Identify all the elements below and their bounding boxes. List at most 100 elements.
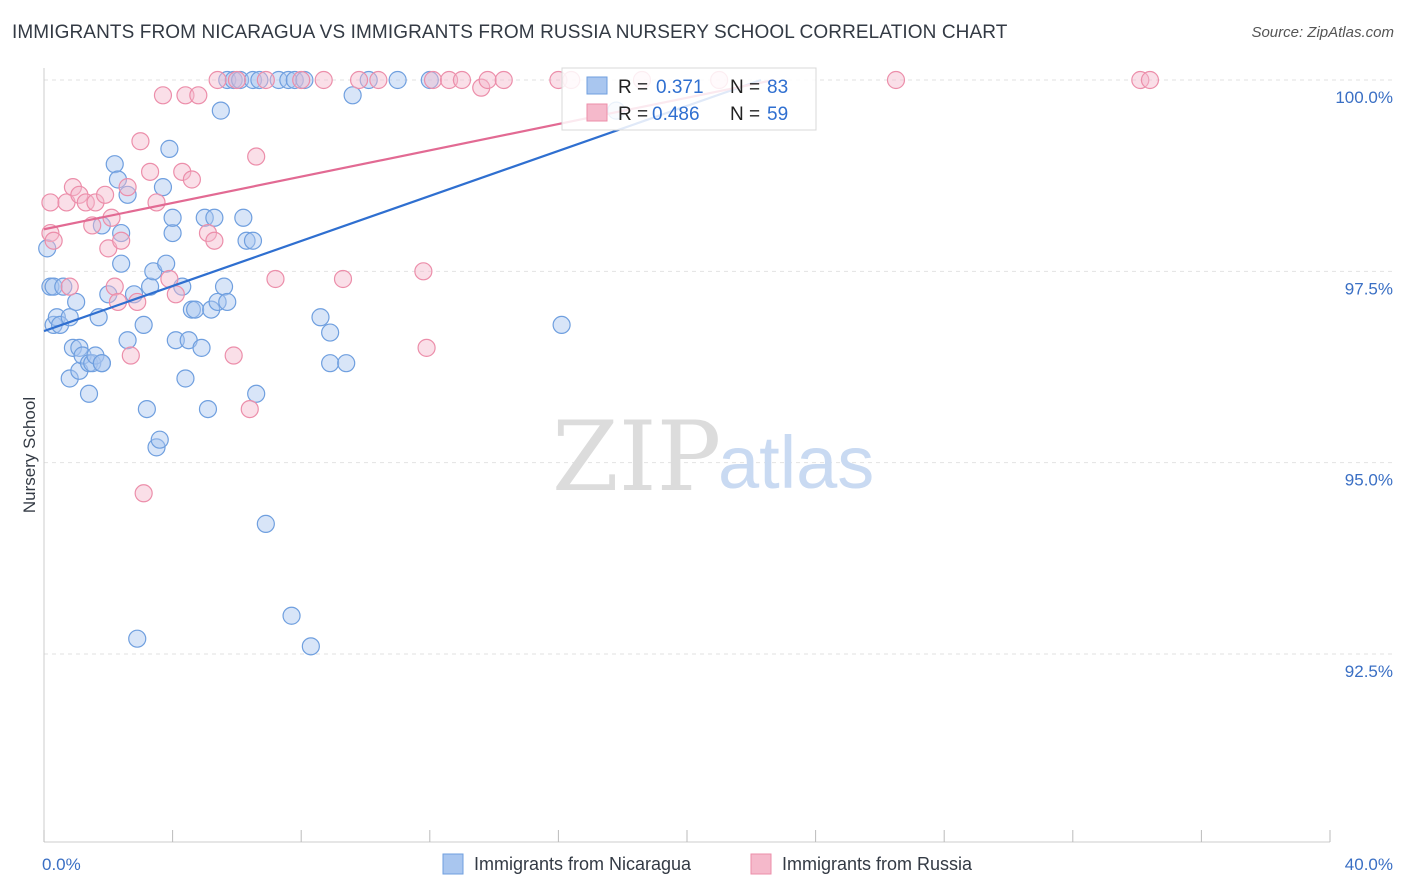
point-nicaragua-28	[118, 185, 137, 204]
point-russia-26	[173, 162, 192, 181]
point-nicaragua-38	[157, 254, 176, 273]
point-russia-2	[44, 231, 63, 250]
stats-r-value-russia: 0.486	[652, 104, 700, 125]
point-nicaragua-78	[359, 70, 378, 90]
point-nicaragua-56	[218, 292, 237, 312]
point-russia-23	[153, 86, 173, 105]
point-russia-56	[886, 70, 906, 90]
point-nicaragua-37	[153, 178, 173, 197]
y-tick-labels: 92.5% 95.0% 97.5% 100.0%	[1335, 88, 1393, 681]
point-nicaragua-75	[321, 354, 340, 373]
stats-n-value-russia: 59	[767, 104, 788, 125]
point-russia-40	[314, 70, 333, 90]
point-russia-57	[1131, 70, 1150, 90]
point-nicaragua-52	[205, 208, 224, 227]
point-russia-1	[41, 193, 60, 212]
point-nicaragua-26	[112, 223, 131, 243]
point-russia-37	[256, 70, 275, 90]
x-tick-label-max: 40.0%	[1345, 855, 1393, 874]
point-nicaragua-23	[105, 155, 124, 174]
point-nicaragua-24	[108, 170, 128, 189]
point-nicaragua-55	[214, 277, 234, 296]
point-russia-19	[131, 132, 150, 151]
legend-label-nicaragua: Immigrants from Nicaragua	[474, 854, 692, 874]
point-nicaragua-67	[269, 70, 288, 90]
point-nicaragua-66	[256, 514, 275, 533]
point-nicaragua-77	[343, 86, 362, 105]
point-nicaragua-57	[218, 70, 237, 90]
point-nicaragua-27	[118, 331, 137, 350]
point-russia-16	[118, 178, 137, 197]
point-russia-32	[208, 70, 227, 90]
stats-n-value-nicaragua: 83	[767, 77, 788, 98]
point-russia-46	[423, 70, 443, 90]
point-nicaragua-39	[160, 139, 179, 158]
point-nicaragua-76	[337, 354, 356, 373]
series-russia-points	[41, 70, 1160, 503]
point-nicaragua-60	[234, 208, 253, 227]
watermark: ZIP atlas	[552, 401, 874, 513]
point-nicaragua-48	[192, 338, 211, 357]
point-nicaragua-40	[163, 223, 182, 243]
series-nicaragua-points	[38, 70, 626, 656]
watermark-zip: ZIP	[552, 401, 721, 513]
stats-r-label-nicaragua: R =	[618, 77, 648, 98]
chart-title: IMMIGRANTS FROM NICARAGUA VS IMMIGRANTS …	[12, 22, 1008, 43]
point-nicaragua-79	[388, 70, 407, 90]
point-russia-47	[439, 70, 459, 90]
point-russia-44	[414, 262, 433, 281]
point-nicaragua-25	[112, 254, 131, 273]
y-tick-label-3: 100.0%	[1335, 88, 1393, 107]
point-nicaragua-65	[250, 70, 269, 90]
point-nicaragua-44	[176, 369, 195, 388]
point-nicaragua-30	[128, 629, 147, 648]
point-russia-25	[166, 285, 185, 304]
point-russia-10	[95, 185, 115, 204]
watermark-atlas: atlas	[718, 421, 874, 504]
y-axis-label: Nursery School	[20, 397, 39, 513]
point-nicaragua-63	[243, 70, 263, 90]
point-russia-15	[112, 231, 131, 250]
point-russia-4	[60, 277, 79, 296]
point-russia-21	[140, 162, 160, 181]
gridlines	[44, 79, 1392, 655]
point-nicaragua-68	[279, 70, 298, 90]
point-russia-38	[266, 269, 285, 289]
series-legend: Immigrants from Nicaragua Immigrants fro…	[442, 853, 973, 875]
point-nicaragua-9	[63, 338, 83, 357]
point-nicaragua-42	[166, 331, 185, 350]
point-russia-42	[349, 70, 369, 90]
stats-swatch-nicaragua	[586, 76, 608, 95]
point-nicaragua-69	[282, 606, 301, 625]
point-russia-9	[86, 193, 105, 212]
point-nicaragua-49	[195, 208, 214, 227]
point-nicaragua-64	[247, 384, 266, 403]
stats-swatch-russia	[586, 103, 608, 122]
point-nicaragua-7	[60, 369, 79, 388]
point-russia-48	[452, 70, 472, 90]
x-tick-label-min: 0.0%	[42, 855, 81, 874]
y-tick-label-1: 95.0%	[1345, 471, 1393, 490]
point-nicaragua-20	[92, 354, 111, 373]
y-tick-label-0: 92.5%	[1345, 662, 1393, 681]
stats-r-value-nicaragua: 0.371	[656, 77, 704, 98]
axes	[43, 68, 1331, 843]
point-russia-39	[292, 70, 311, 90]
point-nicaragua-10	[67, 292, 86, 312]
stats-n-label-nicaragua: N =	[730, 77, 760, 98]
point-russia-36	[247, 147, 266, 166]
point-nicaragua-47	[186, 300, 205, 319]
stats-r-label-russia: R =	[618, 104, 648, 125]
point-russia-43	[369, 70, 388, 90]
point-nicaragua-33	[140, 277, 160, 296]
stats-n-label-russia: N =	[730, 104, 760, 125]
point-russia-28	[182, 170, 201, 189]
point-nicaragua-2	[44, 277, 63, 296]
point-nicaragua-74	[321, 323, 340, 342]
legend-label-russia: Immigrants from Russia	[782, 854, 973, 874]
point-russia-50	[478, 70, 497, 90]
point-nicaragua-53	[208, 292, 227, 312]
point-nicaragua-31	[134, 315, 153, 335]
source-credit: Source: ZipAtlas.com	[1251, 24, 1394, 41]
